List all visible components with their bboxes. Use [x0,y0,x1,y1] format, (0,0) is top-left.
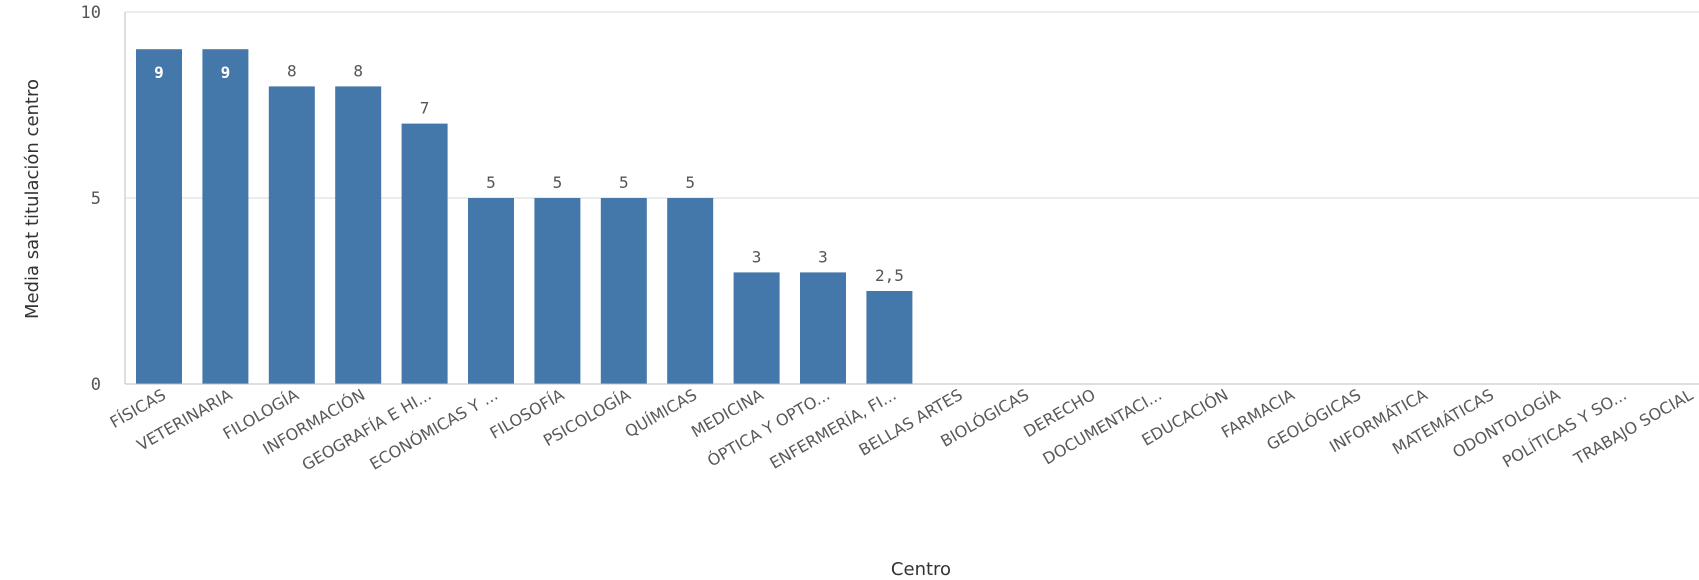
x-tick-label: TRABAJO SOCIAL [1570,385,1696,469]
data-label: 5 [553,173,563,192]
bar[interactable] [401,123,448,384]
x-axis-title: Centro [891,559,951,580]
data-label: 7 [420,99,430,118]
data-label: 9 [154,63,164,82]
bar[interactable] [136,49,182,384]
gridlines [125,11,1699,199]
y-tick-label: 5 [91,189,101,209]
bar[interactable] [534,198,581,384]
data-label: 5 [685,173,695,192]
bar[interactable] [268,86,315,385]
data-label: 8 [287,61,297,80]
x-axis-ticks: FÍSICASVETERINARIAFILOLOGÍAINFORMACIÓNGE… [107,385,1697,475]
data-label: 3 [818,247,828,266]
data-label: 2,5 [875,266,904,285]
bar[interactable] [866,291,913,384]
y-tick-label: 10 [81,3,101,23]
y-tick-label: 0 [91,375,101,395]
bar[interactable] [335,86,382,385]
data-label: 5 [486,173,496,192]
y-axis-ticks: 0 5 10 [81,3,101,395]
x-tick-label: QUÍMICAS [622,385,701,441]
y-axis-title: Media sat titulación centro [22,79,43,319]
data-label: 3 [752,247,762,266]
bar[interactable] [800,272,846,384]
data-label: 9 [221,63,231,82]
bar[interactable] [202,49,249,384]
bar[interactable] [733,272,780,384]
bar[interactable] [468,198,514,384]
data-label: 8 [353,61,363,80]
bar[interactable] [667,198,714,384]
bar[interactable] [600,198,647,384]
bars [136,49,913,385]
x-tick-label: ECONÓMICAS Y ... [366,385,501,474]
data-labels: 9 9 8 8 7 5 5 5 5 3 3 2,5 [154,61,904,285]
data-label: 5 [619,173,629,192]
x-tick-label: DOCUMENTACI... [1039,385,1165,468]
